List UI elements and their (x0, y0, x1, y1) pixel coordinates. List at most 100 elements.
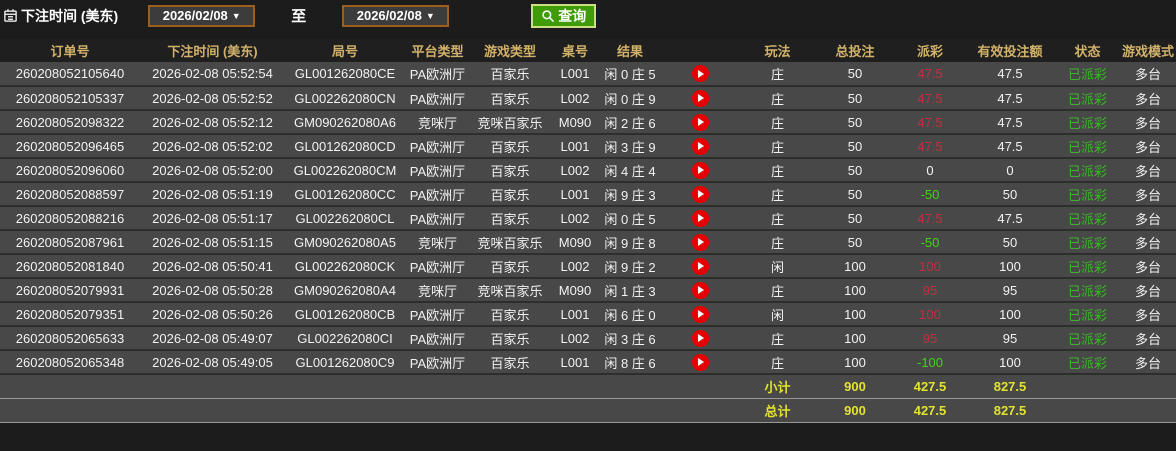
mode-cell: 多台 (1120, 326, 1176, 351)
date-from-select[interactable]: 2026/02/08 ▼ (148, 4, 256, 27)
total_bet-cell: 50 (815, 86, 895, 111)
mode-cell: 多台 (1120, 134, 1176, 159)
empty-cell (0, 373, 140, 398)
replay-icon[interactable] (691, 185, 709, 203)
status-cell: 已派彩 (1055, 254, 1120, 279)
play-cell: 庄 (740, 158, 815, 183)
empty-cell (660, 397, 740, 423)
col-header-game_type: 游戏类型 (470, 39, 550, 62)
platform-cell: 竞咪厅 (405, 110, 470, 135)
mode-cell: 多台 (1120, 230, 1176, 255)
bet_time-cell: 2026-02-08 05:52:52 (140, 86, 285, 111)
replay-icon[interactable] (691, 353, 709, 371)
result-cell: 闲 1 庄 3 (600, 278, 660, 303)
table_no-cell: L002 (550, 206, 600, 231)
bet_time-cell: 2026-02-08 05:52:02 (140, 134, 285, 159)
subtotal-row-total_bet: 900 (815, 373, 895, 398)
date-to-select[interactable]: 2026/02/08 ▼ (342, 4, 450, 27)
col-header-bet_time: 下注时间 (美东) (140, 39, 285, 62)
empty-cell (405, 373, 470, 398)
empty-cell (550, 373, 600, 398)
result-cell: 闲 9 庄 8 (600, 230, 660, 255)
platform-cell: PA欧洲厅 (405, 302, 470, 327)
status-cell: 已派彩 (1055, 350, 1120, 375)
platform-cell: PA欧洲厅 (405, 350, 470, 375)
round_no-cell: GL001262080C9 (285, 350, 405, 375)
total_bet-cell: 100 (815, 350, 895, 375)
game_type-cell: 百家乐 (470, 158, 550, 183)
order_no-cell: 260208052105337 (0, 86, 140, 111)
table_no-cell: L002 (550, 254, 600, 279)
filter-toolbar: 下注时间 (美东) 2026/02/08 ▼ 至 2026/02/08 ▼ 查询 (0, 0, 1176, 31)
play-cell: 庄 (740, 278, 815, 303)
calendar-icon (3, 8, 18, 23)
col-header-payout: 派彩 (895, 39, 965, 62)
col-header-valid_bet: 有效投注额 (965, 39, 1055, 62)
mode-cell: 多台 (1120, 350, 1176, 375)
play-cell: 闲 (740, 302, 815, 327)
replay-icon[interactable] (691, 257, 709, 275)
bet_time-cell: 2026-02-08 05:52:12 (140, 110, 285, 135)
result-cell: 闲 4 庄 4 (600, 158, 660, 183)
result-cell: 闲 0 庄 5 (600, 62, 660, 87)
replay-cell (660, 254, 740, 279)
table_no-cell: L001 (550, 302, 600, 327)
status-cell: 已派彩 (1055, 302, 1120, 327)
table-row: 260208052098322 2026-02-08 05:52:12 GM0902… (0, 110, 1176, 135)
table_no-cell: L001 (550, 62, 600, 87)
status-cell: 已派彩 (1055, 206, 1120, 231)
mode-cell: 多台 (1120, 110, 1176, 135)
bet-time-label: 下注时间 (美东) (21, 7, 119, 24)
bet-records-section: 订单号 下注时间 (美东) 局号 平台类型 游戏类型 桌号 结果 玩法 总投注 派彩 有效投注额 状态… (0, 39, 1176, 423)
payout-cell: 47.5 (895, 134, 965, 159)
order_no-cell: 260208052079351 (0, 302, 140, 327)
replay-icon[interactable] (691, 281, 709, 299)
empty-cell (600, 397, 660, 423)
replay-icon[interactable] (691, 89, 709, 107)
mode-cell: 多台 (1120, 206, 1176, 231)
order_no-cell: 260208052081840 (0, 254, 140, 279)
date-from-value: 2026/02/08 (162, 8, 228, 23)
replay-icon[interactable] (691, 65, 709, 83)
status-cell: 已派彩 (1055, 182, 1120, 207)
result-cell: 闲 9 庄 3 (600, 182, 660, 207)
payout-cell: 47.5 (895, 62, 965, 87)
platform-cell: 竞咪厅 (405, 278, 470, 303)
empty-cell (1120, 373, 1176, 398)
status-cell: 已派彩 (1055, 230, 1120, 255)
replay-icon[interactable] (691, 209, 709, 227)
game_type-cell: 竞咪百家乐 (470, 278, 550, 303)
game_type-cell: 竞咪百家乐 (470, 110, 550, 135)
order_no-cell: 260208052096060 (0, 158, 140, 183)
total_bet-cell: 50 (815, 134, 895, 159)
query-button[interactable]: 查询 (531, 3, 597, 28)
empty-cell (0, 397, 140, 423)
replay-icon[interactable] (691, 233, 709, 251)
empty-cell (470, 373, 550, 398)
replay-cell (660, 350, 740, 375)
payout-cell: 47.5 (895, 86, 965, 111)
result-cell: 闲 0 庄 5 (600, 206, 660, 231)
platform-cell: PA欧洲厅 (405, 62, 470, 87)
order_no-cell: 260208052088216 (0, 206, 140, 231)
order_no-cell: 260208052079931 (0, 278, 140, 303)
round_no-cell: GL001262080CE (285, 62, 405, 87)
play-cell: 庄 (740, 206, 815, 231)
replay-icon[interactable] (691, 161, 709, 179)
subtotal-row-label: 小计 (740, 373, 815, 398)
subtotal-row: 小计 900 427.5 827.5 (0, 373, 1176, 398)
game_type-cell: 百家乐 (470, 206, 550, 231)
round_no-cell: GL001262080CB (285, 302, 405, 327)
replay-icon[interactable] (691, 113, 709, 131)
round_no-cell: GL001262080CC (285, 182, 405, 207)
replay-icon[interactable] (691, 137, 709, 155)
replay-icon[interactable] (691, 329, 709, 347)
table_no-cell: M090 (550, 230, 600, 255)
valid_bet-cell: 47.5 (965, 86, 1055, 111)
replay-icon[interactable] (691, 305, 709, 323)
empty-cell (285, 373, 405, 398)
total_bet-cell: 50 (815, 110, 895, 135)
valid_bet-cell: 100 (965, 302, 1055, 327)
date-to-value: 2026/02/08 (356, 8, 422, 23)
replay-cell (660, 86, 740, 111)
